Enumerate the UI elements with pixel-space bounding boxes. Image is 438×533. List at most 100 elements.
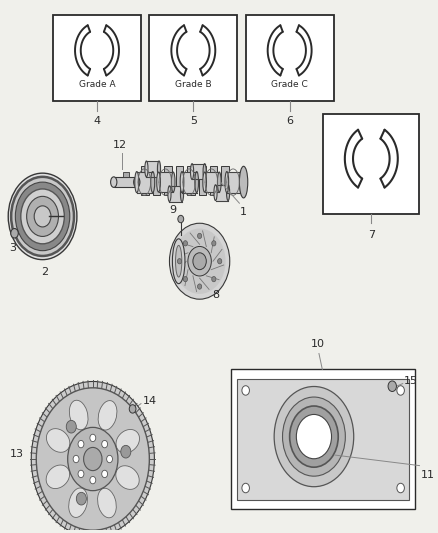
Bar: [231, 369, 415, 509]
Bar: [210, 166, 217, 195]
Bar: [182, 172, 197, 192]
Ellipse shape: [157, 172, 160, 192]
Text: 13: 13: [10, 449, 24, 459]
Bar: [205, 172, 219, 192]
Circle shape: [68, 427, 118, 491]
Bar: [146, 161, 159, 177]
Text: Grade A: Grade A: [79, 79, 115, 88]
Ellipse shape: [116, 430, 139, 453]
Circle shape: [242, 483, 250, 493]
Text: 15: 15: [404, 376, 418, 386]
Ellipse shape: [116, 466, 139, 489]
Text: 11: 11: [421, 470, 435, 480]
Ellipse shape: [111, 177, 117, 188]
Circle shape: [283, 397, 345, 476]
Circle shape: [90, 434, 96, 442]
Circle shape: [212, 277, 216, 282]
Bar: [141, 166, 148, 195]
Ellipse shape: [157, 161, 161, 177]
Text: 7: 7: [368, 230, 375, 239]
Circle shape: [183, 277, 187, 282]
Text: 8: 8: [212, 290, 219, 300]
Circle shape: [129, 405, 136, 413]
Text: Grade B: Grade B: [175, 79, 212, 88]
Circle shape: [188, 246, 211, 276]
Circle shape: [290, 406, 338, 467]
Circle shape: [21, 189, 64, 244]
Bar: [53, 15, 141, 101]
Circle shape: [121, 446, 131, 458]
Circle shape: [66, 421, 76, 433]
Ellipse shape: [151, 172, 155, 192]
Circle shape: [178, 215, 184, 223]
Bar: [170, 186, 182, 201]
Circle shape: [173, 229, 226, 294]
Text: 4: 4: [93, 116, 101, 126]
Ellipse shape: [98, 488, 116, 518]
Circle shape: [90, 477, 96, 484]
Ellipse shape: [214, 185, 217, 200]
Ellipse shape: [226, 185, 230, 200]
Bar: [164, 166, 172, 195]
Bar: [153, 166, 160, 195]
Bar: [137, 172, 153, 192]
Circle shape: [106, 455, 113, 463]
Text: 3: 3: [9, 243, 16, 253]
Circle shape: [397, 386, 404, 395]
Bar: [192, 164, 205, 180]
Bar: [237, 379, 409, 499]
Ellipse shape: [173, 239, 185, 284]
Text: Grade C: Grade C: [271, 79, 308, 88]
Circle shape: [198, 284, 202, 289]
Circle shape: [212, 241, 216, 246]
Circle shape: [242, 386, 250, 395]
Ellipse shape: [180, 172, 184, 192]
Ellipse shape: [69, 400, 88, 430]
Circle shape: [84, 447, 102, 471]
Text: 1: 1: [240, 207, 247, 217]
Circle shape: [73, 455, 79, 463]
Circle shape: [397, 483, 404, 493]
Bar: [323, 114, 420, 214]
Circle shape: [102, 470, 108, 478]
Ellipse shape: [203, 164, 206, 180]
Bar: [114, 177, 137, 188]
Text: 5: 5: [190, 116, 197, 126]
Circle shape: [177, 259, 182, 264]
Text: 9: 9: [169, 205, 176, 215]
Circle shape: [76, 492, 86, 505]
Text: 2: 2: [41, 266, 48, 277]
Ellipse shape: [171, 172, 175, 192]
Circle shape: [8, 173, 77, 260]
Circle shape: [34, 206, 51, 227]
Ellipse shape: [203, 172, 206, 192]
Ellipse shape: [191, 164, 194, 180]
Text: 10: 10: [311, 340, 325, 349]
Circle shape: [31, 382, 154, 533]
Circle shape: [183, 241, 187, 246]
Bar: [246, 15, 334, 101]
Ellipse shape: [240, 166, 248, 198]
Ellipse shape: [145, 161, 148, 177]
Ellipse shape: [135, 172, 139, 192]
Text: 12: 12: [113, 141, 127, 150]
Bar: [176, 166, 183, 195]
Ellipse shape: [217, 172, 221, 192]
Bar: [227, 172, 241, 192]
Ellipse shape: [195, 172, 198, 192]
Ellipse shape: [69, 488, 88, 518]
Circle shape: [78, 470, 84, 478]
Bar: [123, 172, 129, 177]
Circle shape: [11, 229, 18, 238]
Bar: [221, 166, 229, 195]
Bar: [215, 185, 228, 200]
Circle shape: [193, 253, 206, 270]
Ellipse shape: [225, 172, 229, 192]
Circle shape: [15, 182, 70, 251]
Ellipse shape: [98, 401, 117, 430]
Ellipse shape: [168, 186, 171, 201]
Bar: [159, 172, 173, 192]
Circle shape: [36, 388, 149, 530]
Circle shape: [218, 259, 222, 264]
Circle shape: [170, 223, 230, 299]
